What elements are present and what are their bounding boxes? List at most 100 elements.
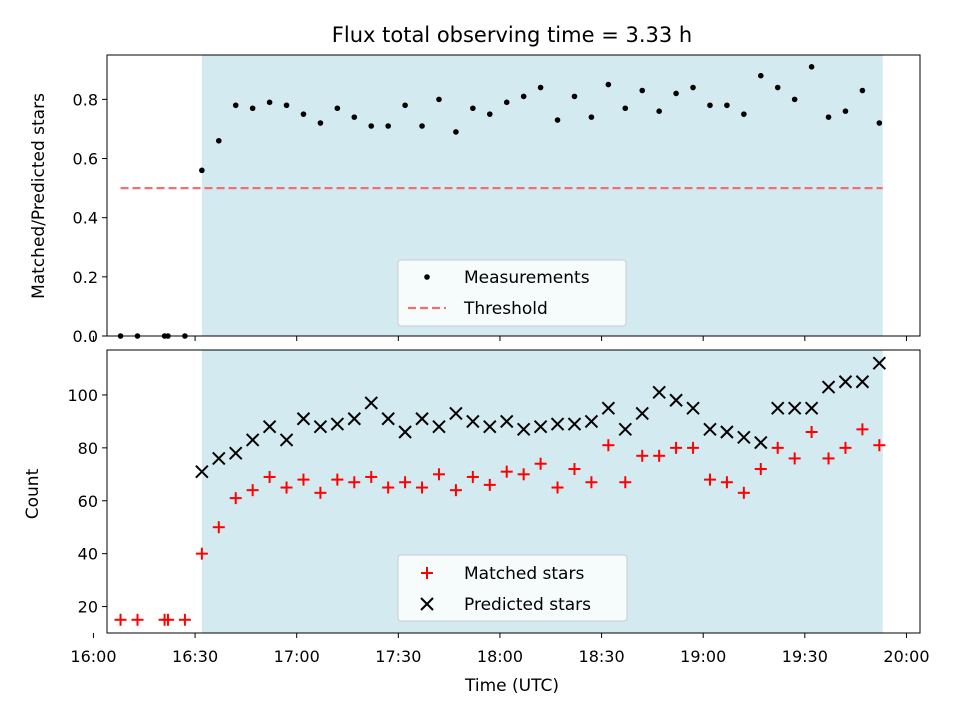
- bottom-y-ticks: 20 40 60 80 100: [67, 386, 107, 617]
- matched-star-point: [114, 613, 127, 626]
- measurement-point: [436, 96, 442, 103]
- measurement-point: [571, 93, 578, 100]
- bottom-x-axis-label: Time (UTC): [464, 676, 559, 696]
- predicted-star-point: [398, 425, 412, 439]
- bottom-legend-box: [397, 554, 628, 622]
- matched-star-point: [449, 484, 462, 497]
- measurement-point: [876, 120, 883, 126]
- measurement-point: [334, 105, 341, 112]
- measurement-point: [317, 120, 324, 126]
- predicted-star-point: [635, 406, 649, 421]
- predicted-star-point: [262, 419, 277, 434]
- bottom-y-axis-label: Count: [23, 468, 43, 519]
- bottom-panel: 20 40 60 80 100 16:00 16:30 17:00 17:30 18:00 18:…: [23, 349, 930, 696]
- matched-star-point: [212, 521, 225, 534]
- measurement-point: [622, 105, 629, 112]
- matched-star-point: [568, 463, 581, 476]
- top-y-tick-label: 0.6: [73, 150, 98, 169]
- matched-star-point: [636, 449, 649, 462]
- measurement-point: [741, 111, 747, 117]
- predicted-star-point: [737, 430, 751, 444]
- measurement-point: [757, 72, 764, 79]
- measurement-point: [351, 114, 358, 120]
- predicted-star-point: [415, 412, 429, 426]
- predicted-star-point: [584, 414, 599, 429]
- measurement-point: [470, 105, 476, 112]
- matched-star-point: [737, 486, 750, 499]
- top-legend: Measurements Threshold: [397, 259, 627, 327]
- matched-star-point: [195, 547, 208, 560]
- matched-star-point: [314, 486, 327, 499]
- top-legend-box: [397, 259, 627, 327]
- matched-star-point: [483, 478, 496, 491]
- bottom-x-ticks: 16:00 16:30 17:00 17:30 18:00 18:30 19:00 19:30…: [70, 633, 930, 666]
- predicted-star-point: [804, 401, 819, 415]
- predicted-star-point: [516, 422, 531, 437]
- bottom-y-tick-label: 40: [78, 545, 98, 564]
- predicted-star-point: [787, 401, 802, 415]
- predicted-star-point: [720, 425, 734, 439]
- predicted-star-point: [245, 433, 260, 447]
- predicted-star-point: [686, 401, 700, 415]
- predicted-star-point: [872, 356, 887, 370]
- top-chart-title: Flux total observing time = 3.33 h: [332, 23, 692, 47]
- matched-star-point: [788, 452, 801, 465]
- matched-star-point: [246, 484, 259, 497]
- matched-star-point: [653, 449, 666, 462]
- x-tick-label: 18:00: [477, 647, 523, 666]
- top-y-tick-label: 0.8: [73, 90, 98, 109]
- matched-star-point: [805, 425, 818, 438]
- matched-star-point: [416, 481, 429, 494]
- measurement-point: [774, 84, 781, 91]
- predicted-star-point: [500, 414, 514, 429]
- predicted-star-point: [229, 446, 243, 460]
- legend-measurements-label: Measurements: [464, 268, 590, 288]
- predicted-star-point: [466, 414, 480, 429]
- measurement-point: [690, 84, 696, 91]
- matched-star-point: [178, 613, 191, 626]
- legend-measurements-marker: [424, 274, 430, 280]
- measurement-point: [656, 108, 662, 114]
- measurement-point: [215, 137, 222, 144]
- measurement-point: [503, 99, 510, 106]
- matched-star-point: [687, 441, 700, 454]
- predicted-star-point: [313, 419, 328, 434]
- matched-star-point: [297, 473, 310, 486]
- measurement-point: [639, 87, 646, 94]
- predicted-star-point: [533, 419, 548, 434]
- x-tick-label: 17:00: [274, 647, 320, 666]
- matched-star-point: [551, 481, 564, 494]
- predicted-star-point: [703, 422, 717, 437]
- matched-star-point: [348, 476, 361, 489]
- matched-star-point: [517, 468, 530, 481]
- measurement-point: [266, 99, 273, 106]
- predicted-star-point: [567, 417, 582, 431]
- bottom-y-tick-label: 80: [78, 439, 98, 458]
- measurement-point: [724, 102, 730, 109]
- matched-star-point: [839, 441, 852, 454]
- measurement-point: [486, 111, 493, 117]
- measurement-point: [453, 129, 459, 135]
- legend-threshold-label: Threshold: [463, 299, 548, 319]
- x-tick-label: 19:00: [680, 647, 726, 666]
- legend-predicted-stars-marker: [420, 597, 434, 611]
- predicted-star-point: [771, 401, 785, 415]
- legend-predicted-stars-label: Predicted stars: [464, 595, 591, 615]
- bottom-y-tick-label: 60: [78, 492, 98, 511]
- matched-star-point: [399, 476, 412, 489]
- matched-star-point: [229, 492, 242, 505]
- measurement-point: [199, 167, 205, 174]
- measurement-point: [791, 96, 798, 103]
- measurement-point: [249, 105, 256, 112]
- matched-star-point: [585, 476, 598, 489]
- predicted-star-point: [652, 385, 666, 400]
- measurement-point: [232, 102, 239, 109]
- matched-star-point: [602, 439, 615, 452]
- predicted-star-point: [195, 464, 209, 479]
- predicted-star-point: [838, 375, 853, 389]
- measurement-point: [707, 102, 713, 109]
- measurement-point: [419, 123, 425, 129]
- predicted-star-point: [550, 417, 565, 431]
- measurement-point: [808, 64, 815, 70]
